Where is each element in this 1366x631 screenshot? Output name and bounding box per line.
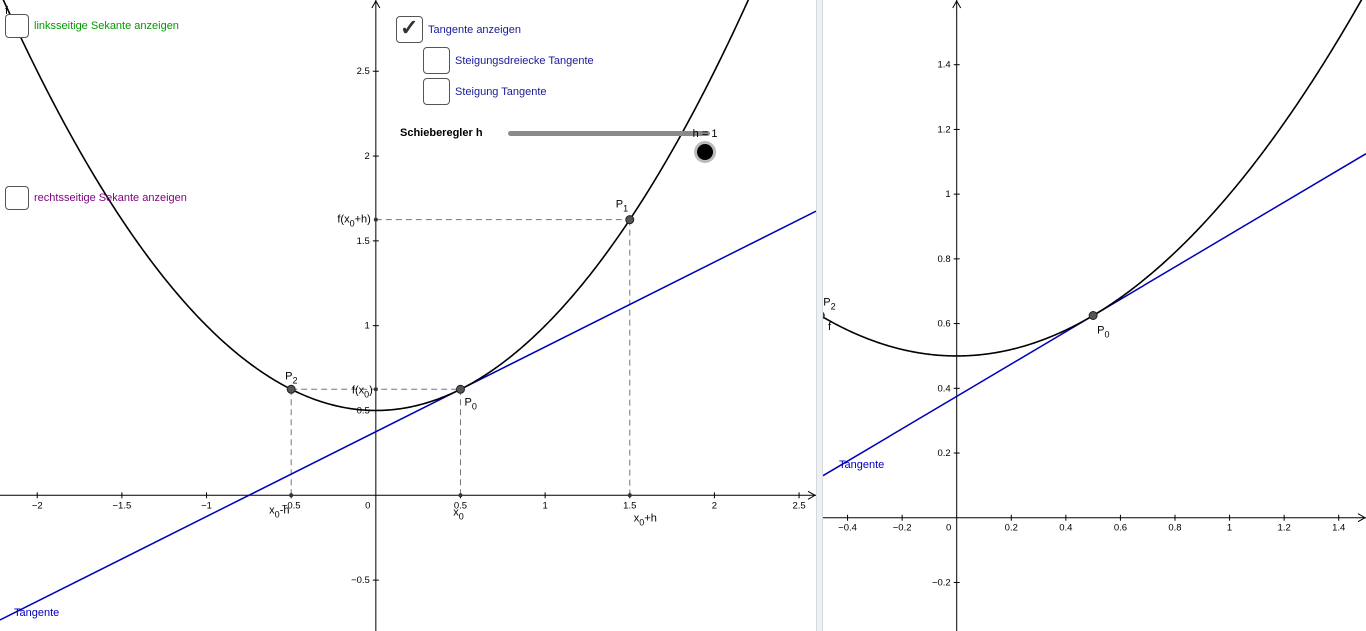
checkmark-icon: ✓ <box>400 15 419 40</box>
x-tick-label: 1 <box>542 500 547 511</box>
x-tick-label: 1 <box>1227 523 1232 534</box>
x-tick-label: 0.8 <box>1168 523 1181 534</box>
origin-label: 0 <box>946 523 951 534</box>
y-tick-label: 1 <box>365 321 370 332</box>
point-label-p1: P1 <box>616 199 628 214</box>
slider-h[interactable]: Schieberegler h h = 1 <box>400 112 740 160</box>
tangent-label: Tangente <box>839 459 884 471</box>
x-tick-label: −1.5 <box>113 500 132 511</box>
label-x0: x0 <box>453 506 464 521</box>
x-tick-label: 0.6 <box>1114 523 1127 534</box>
point-p2 <box>823 311 825 320</box>
point-label-p2: P2 <box>823 297 835 312</box>
slope-triangles-checkbox[interactable]: Steigungsdreiecke Tangente <box>423 47 594 74</box>
y-tick-label: 2.5 <box>357 66 370 77</box>
helper-dot <box>627 493 632 498</box>
graph-zoom[interactable]: −0.4 −0.2 0.2 0.4 0.6 0.8 1 1.2 1.4 0 −0.2 0.2 0.4 0.… <box>823 0 1366 631</box>
x-axis-arrow-icon <box>1357 513 1366 523</box>
x-tick-label: −0.5 <box>282 500 301 511</box>
helper-dot <box>373 217 378 222</box>
x-tick-label: 0.2 <box>1005 523 1018 534</box>
y-tick-label: 0.8 <box>937 254 950 265</box>
point-p0 <box>1088 311 1098 320</box>
slope-checkbox-box[interactable] <box>423 78 450 105</box>
function-curve-f <box>2 0 750 412</box>
x-tick-label: −0.4 <box>838 523 857 534</box>
slider-h-track[interactable]: h = 1 <box>508 128 717 160</box>
tangent-label: Tangente anzeigen <box>428 23 521 36</box>
view-divider[interactable] <box>816 0 823 631</box>
x-tick-label: 2.5 <box>792 500 805 511</box>
graphics-view-main[interactable]: −2 −1.5 −1 −0.5 0.5 1 1.5 2 2.5 0 −0.5 0.5 1 1.5 2 2.5 x… <box>0 0 816 631</box>
x-tick-label: 0.5 <box>454 500 467 511</box>
slope-label: Steigung Tangente <box>455 85 547 98</box>
y-tick-label: 0.5 <box>357 405 370 416</box>
x-tick-label: −0.2 <box>893 523 912 534</box>
y-tick-label: 2 <box>365 151 370 162</box>
slope-triangles-label: Steigungsdreiecke Tangente <box>455 54 594 67</box>
graphics-view-zoom[interactable]: −0.4 −0.2 0.2 0.4 0.6 0.8 1 1.2 1.4 0 −0.2 0.2 0.4 0.… <box>823 0 1366 631</box>
point-label-p0: P0 <box>464 396 476 411</box>
point-label-p0: P0 <box>1097 325 1109 340</box>
slope-checkbox[interactable]: Steigung Tangente <box>423 78 547 105</box>
tangent-checkbox-box[interactable]: ✓ <box>396 16 423 43</box>
label-x0-plus-h: x0+h <box>634 512 657 527</box>
slider-h-name: Schieberegler h <box>400 127 483 139</box>
point-p0 <box>455 384 465 394</box>
helper-dot <box>458 493 463 498</box>
y-tick-label: 1.5 <box>357 236 370 247</box>
right-secant-label: rechtsseitige Sekante anzeigen <box>34 192 187 204</box>
x-tick-label: 1.5 <box>623 500 636 511</box>
x-tick-label: −2 <box>32 500 43 511</box>
y-tick-label: 0.4 <box>937 383 950 394</box>
point-p2 <box>286 384 296 394</box>
slider-h-value: h = 1 <box>692 128 718 140</box>
tangent-checkbox[interactable]: ✓ Tangente anzeigen <box>396 16 521 43</box>
x-tick-label: −1 <box>201 500 212 511</box>
label-f-x0-plus-h: f(x0+h) <box>337 214 370 229</box>
tangent-label: Tangente <box>14 607 59 619</box>
x-tick-label: 1.4 <box>1332 523 1345 534</box>
y-tick-label: −0.5 <box>351 575 370 586</box>
x-tick-label: 1.2 <box>1278 523 1291 534</box>
tangent-line <box>0 210 816 621</box>
left-secant-checkbox[interactable]: linksseitige Sekante anzeigen <box>5 14 179 38</box>
left-secant-label: linksseitige Sekante anzeigen <box>34 20 179 32</box>
point-label-p1: P1 <box>1354 0 1366 2</box>
slope-triangles-checkbox-box[interactable] <box>423 47 450 74</box>
label-f-x0: f(x0) <box>352 384 373 399</box>
curve-label-f: f <box>828 321 832 333</box>
curve-label-f: f <box>5 5 9 17</box>
point-label-p2: P2 <box>285 370 297 385</box>
point-p1 <box>625 215 635 225</box>
y-axis-arrow-icon <box>952 0 962 9</box>
y-axis-arrow-icon <box>371 0 381 9</box>
right-secant-checkbox[interactable]: rechtsseitige Sekante anzeigen <box>5 186 187 210</box>
x-tick-label: 2 <box>712 500 717 511</box>
x-tick-label: 0.4 <box>1059 523 1072 534</box>
y-tick-label: 1.4 <box>937 60 950 71</box>
graph-main[interactable]: −2 −1.5 −1 −0.5 0.5 1 1.5 2 2.5 0 −0.5 0.5 1 1.5 2 2.5 x… <box>0 0 816 631</box>
slider-h-knob[interactable] <box>697 144 714 160</box>
label-x0-minus-h: x0-h <box>269 504 289 519</box>
y-tick-label: 0.6 <box>937 319 950 330</box>
right-secant-checkbox-box[interactable] <box>5 186 29 210</box>
y-tick-label: 1 <box>945 189 950 200</box>
y-tick-label: 0.2 <box>937 448 950 459</box>
x-axis-arrow-icon <box>807 490 816 500</box>
y-tick-label: 1.2 <box>937 124 950 135</box>
helper-dot <box>289 493 294 498</box>
function-curve-f <box>823 0 1363 357</box>
helper-dot <box>373 387 378 392</box>
left-secant-checkbox-box[interactable] <box>5 14 29 38</box>
origin-label: 0 <box>365 500 370 511</box>
y-tick-label: −0.2 <box>932 577 951 588</box>
